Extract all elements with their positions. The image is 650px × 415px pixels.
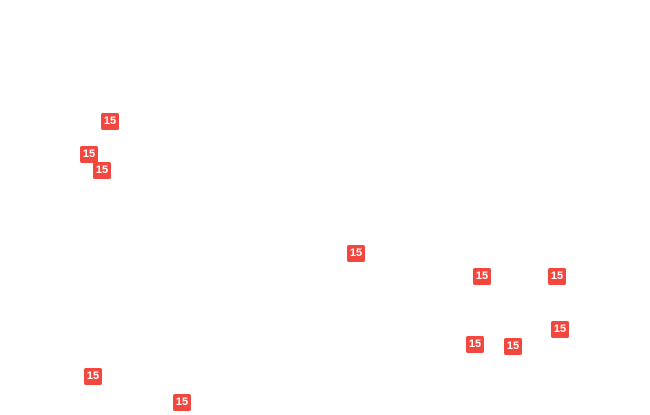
cluster-count-label: 15 <box>349 247 363 259</box>
cluster-marker[interactable]: 15 <box>347 245 365 262</box>
cluster-count-label: 15 <box>95 164 109 176</box>
cluster-count-label: 15 <box>506 340 520 352</box>
cluster-marker[interactable]: 15 <box>551 321 569 338</box>
cluster-count-label: 15 <box>475 270 489 282</box>
cluster-marker[interactable]: 15 <box>466 336 484 353</box>
cluster-marker[interactable]: 15 <box>101 113 119 130</box>
cluster-count-label: 15 <box>82 148 96 160</box>
cluster-marker[interactable]: 15 <box>548 268 566 285</box>
cluster-count-label: 15 <box>550 270 564 282</box>
cluster-marker[interactable]: 15 <box>173 394 191 411</box>
cluster-marker[interactable]: 15 <box>80 146 98 163</box>
cluster-count-label: 15 <box>468 338 482 350</box>
cluster-marker[interactable]: 15 <box>473 268 491 285</box>
cluster-marker[interactable]: 15 <box>504 338 522 355</box>
cluster-count-label: 15 <box>86 370 100 382</box>
cluster-count-label: 15 <box>553 323 567 335</box>
cluster-marker[interactable]: 15 <box>84 368 102 385</box>
cluster-marker[interactable]: 15 <box>93 162 111 179</box>
cluster-count-label: 15 <box>175 396 189 408</box>
cluster-count-label: 15 <box>103 115 117 127</box>
